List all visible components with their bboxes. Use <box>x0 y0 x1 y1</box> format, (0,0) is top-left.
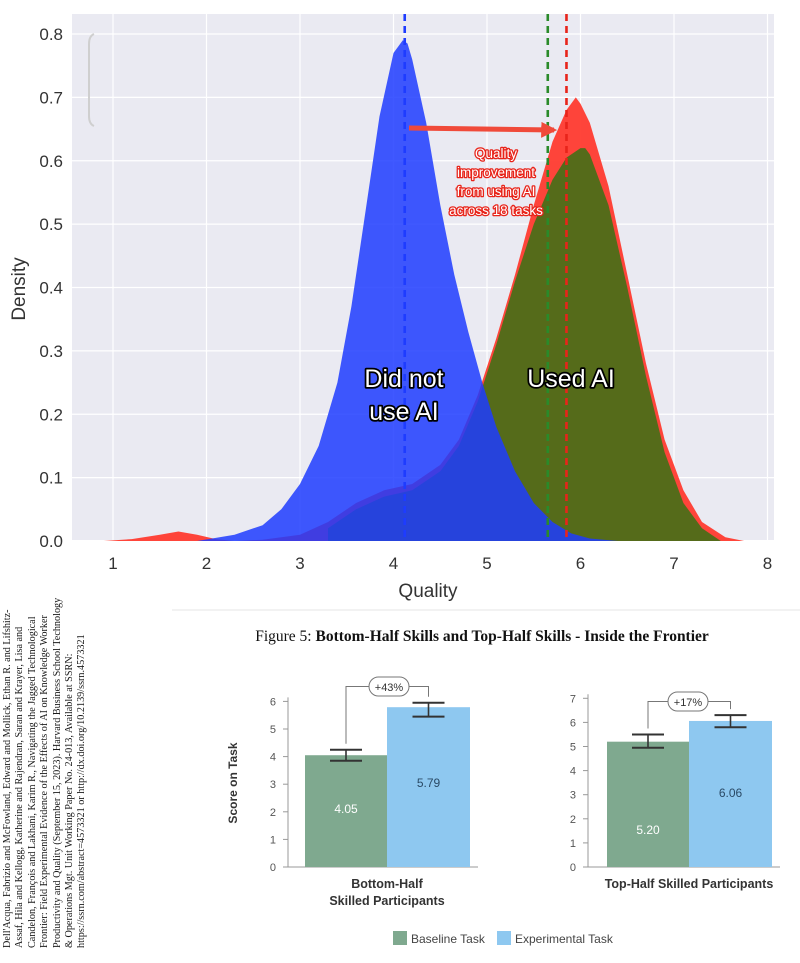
figure-5-caption: Figure 5: Bottom-Half Skills and Top-Hal… <box>255 628 709 645</box>
density-areas <box>103 40 745 542</box>
density-x-tick-label: 1 <box>108 554 117 573</box>
bar-experimental <box>387 707 470 867</box>
bar-experimental <box>689 720 772 867</box>
series-used-ai-inner-area <box>328 148 721 541</box>
label-line: use AI <box>369 398 439 426</box>
panel-y-tick-label: 1 <box>270 834 276 846</box>
bar-value-label: 4.05 <box>334 802 358 816</box>
improvement-badge <box>368 676 410 697</box>
panel-title-line: Bottom-Half <box>351 877 423 891</box>
density-y-tick-label: 0.6 <box>39 152 63 171</box>
panel-title: Top-Half Skilled Participants <box>605 877 774 891</box>
legend-swatch-baseline <box>393 931 407 945</box>
density-y-tick-label: 0.7 <box>39 88 63 107</box>
improvement-percent: +17% <box>674 697 703 709</box>
density-y-tick-label: 0.2 <box>39 405 63 424</box>
label-line: Did not <box>364 365 443 393</box>
y-axis-bracket <box>88 33 95 127</box>
panel-title-line: Skilled Participants <box>329 894 444 908</box>
panel-title: Bottom-Half Skilled Participants <box>329 877 444 908</box>
caption-title: Bottom-Half Skills and Top-Half Skills -… <box>315 628 708 645</box>
figure-5-legend: Baseline Task Experimental Task <box>393 931 614 946</box>
citation-text: Dell'Acqua, Fabrizio and McFowland, Edwa… <box>2 597 88 948</box>
density-x-tick-label: 6 <box>576 554 585 573</box>
panel-y-tick-label: 4 <box>570 766 576 778</box>
bar-value-label: 5.20 <box>636 823 660 837</box>
density-y-tick-label: 0.4 <box>39 279 63 298</box>
density-x-ticks: 1 2 3 4 5 6 7 8 <box>108 554 772 573</box>
density-x-tick-label: 4 <box>389 554 398 573</box>
panel-y-tick-label: 5 <box>270 724 276 736</box>
legend-label-experimental: Experimental Task <box>515 932 614 946</box>
legend-label-baseline: Baseline Task <box>411 932 486 946</box>
density-y-tick-label: 0.0 <box>39 532 63 551</box>
density-mean-lines <box>403 14 568 540</box>
panel-y-tick-label: 4 <box>270 752 276 764</box>
panel-y-tick-label: 2 <box>570 814 576 826</box>
improvement-percent: +43% <box>375 682 404 694</box>
bar-baseline <box>305 755 387 867</box>
density-x-tick-label: 8 <box>763 554 772 573</box>
label-did-not-use-ai: Did not use AI <box>363 363 446 428</box>
improvement-badge <box>667 691 709 712</box>
panel-y-tick-label: 7 <box>570 693 576 705</box>
series-did-not-use-ai-area <box>197 40 618 542</box>
bottom-half-panel: 0 1 2 3 4 5 6 4.05 5.79 +43% Bottom-Half Skilled Pa… <box>270 676 478 908</box>
panel-y-tick-label: 6 <box>570 717 576 729</box>
density-x-tick-label: 7 <box>669 554 678 573</box>
panel-y-tick-label: 2 <box>270 807 276 819</box>
density-chart: 0.0 0.1 0.2 0.3 0.4 0.5 0.6 0.7 0.8 1 2 3 4 5 6 7 8 Qua… <box>9 14 774 602</box>
annotation-line: Quality <box>475 146 517 161</box>
panel-y-tick-label: 3 <box>570 790 576 802</box>
annotation-line: improvement <box>457 165 535 180</box>
panel-y-tick-label: 6 <box>270 696 276 708</box>
density-y-tick-label: 0.8 <box>39 25 63 44</box>
annotation-line: from using AI <box>457 184 536 199</box>
figure-5: Figure 5: Bottom-Half Skills and Top-Hal… <box>172 609 800 946</box>
density-x-tick-label: 2 <box>202 554 211 573</box>
panel-y-tick-label: 1 <box>570 838 576 850</box>
legend-swatch-experimental <box>497 931 511 945</box>
panel-y-tick-label: 3 <box>270 779 276 791</box>
density-y-tick-label: 0.1 <box>39 469 63 488</box>
caption-prefix: Figure 5: <box>255 628 315 645</box>
improvement-arrow <box>408 121 558 138</box>
density-x-tick-label: 5 <box>482 554 491 573</box>
density-y-tick-label: 0.5 <box>39 215 63 234</box>
panel-y-tick-label: 5 <box>570 742 576 754</box>
bar-value-label: 6.06 <box>719 786 743 800</box>
annotation-line: across 18 tasks <box>449 203 543 218</box>
bar-value-label: 5.79 <box>417 776 441 790</box>
bar-baseline <box>607 741 689 867</box>
density-x-tick-label: 3 <box>295 554 304 573</box>
density-y-tick-label: 0.3 <box>39 342 63 361</box>
improvement-annotation: Quality improvement from using AI across… <box>448 145 545 220</box>
panel-y-tick-label: 0 <box>270 862 276 874</box>
panel-y-tick-label: 0 <box>570 862 576 874</box>
density-x-axis-label: Quality <box>398 581 458 602</box>
label-used-ai: Used AI <box>527 365 615 393</box>
density-y-ticks: 0.0 0.1 0.2 0.3 0.4 0.5 0.6 0.7 0.8 <box>39 25 63 551</box>
score-axis-label: Score on Task <box>226 742 240 823</box>
top-half-panel: 0 1 2 3 4 5 6 7 5.20 6.06 +17% Top-Half Skilled Par… <box>570 691 780 891</box>
density-y-axis-label: Density <box>9 257 30 321</box>
